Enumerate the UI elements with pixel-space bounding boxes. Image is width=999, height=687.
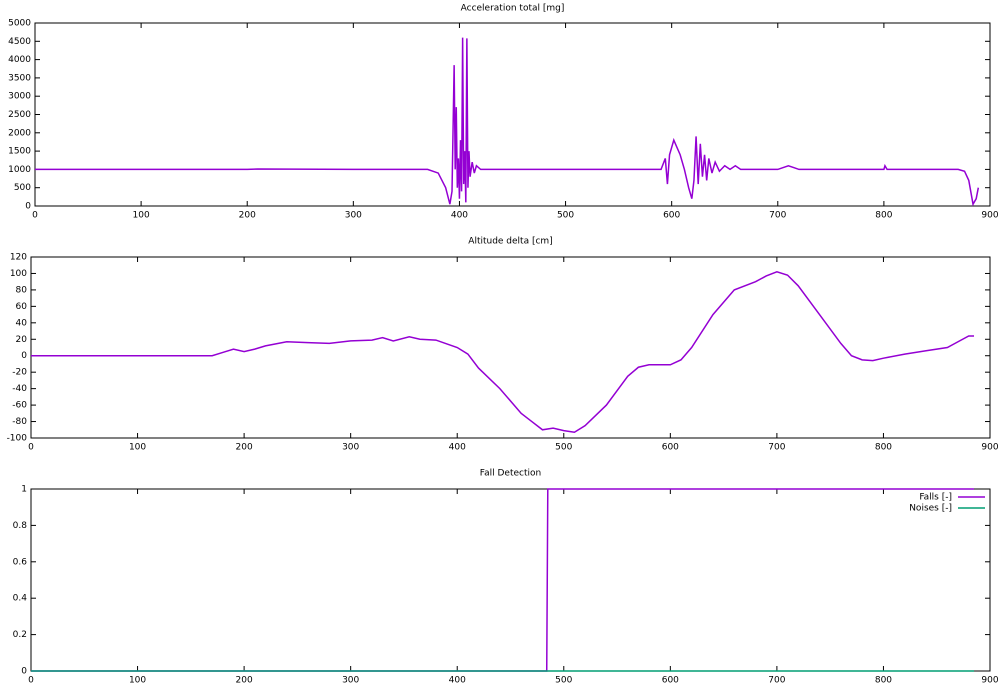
y-tick-label: 100 [10, 269, 27, 279]
y-tick-label: 500 [14, 183, 31, 193]
chart-title: Acceleration total [mg] [461, 4, 565, 14]
plot-frame [34, 22, 991, 207]
x-tick-label: 500 [557, 211, 574, 221]
x-tick-label: 900 [981, 443, 998, 453]
y-tick-label: 0.4 [13, 594, 28, 604]
legend-label: Noises [-] [909, 504, 952, 514]
y-tick-label: 5000 [8, 19, 31, 29]
x-tick-label: 900 [981, 676, 998, 686]
x-tick-label: 700 [769, 211, 786, 221]
data-line [31, 271, 975, 434]
data-line [31, 488, 975, 672]
data-line [35, 37, 980, 207]
y-tick-label: 80 [16, 285, 28, 295]
x-tick-label: 800 [875, 443, 892, 453]
y-tick-label: -40 [12, 384, 27, 394]
y-tick-label: 4500 [8, 37, 31, 47]
y-tick-label: 3000 [8, 92, 31, 102]
plot-frame [30, 256, 991, 439]
x-tick-label: 500 [555, 676, 572, 686]
chart-title: Fall Detection [480, 469, 541, 479]
y-tick-label: 1000 [8, 165, 31, 175]
y-tick-label: 0 [25, 202, 31, 212]
y-tick-label: 120 [10, 253, 27, 263]
plot-frame [30, 488, 991, 672]
x-tick-label: 400 [451, 211, 468, 221]
y-tick-label: 1500 [8, 147, 31, 157]
y-tick-label: 1 [21, 485, 27, 495]
x-tick-label: 500 [555, 443, 572, 453]
x-tick-label: 0 [28, 676, 34, 686]
y-tick-label: 2500 [8, 110, 31, 120]
x-tick-label: 400 [449, 443, 466, 453]
y-tick-label: 4000 [8, 55, 31, 65]
y-tick-label: 3500 [8, 73, 31, 83]
x-tick-label: 100 [129, 443, 146, 453]
x-tick-label: 900 [981, 211, 998, 221]
x-tick-label: 600 [662, 676, 679, 686]
y-tick-label: 0.2 [13, 630, 27, 640]
y-tick-label: -20 [12, 368, 27, 378]
x-tick-label: 100 [129, 676, 146, 686]
x-tick-label: 200 [236, 443, 253, 453]
x-tick-label: 600 [663, 211, 680, 221]
legend-label: Falls [-] [919, 493, 952, 503]
x-tick-label: 700 [768, 676, 785, 686]
x-tick-label: 100 [133, 211, 150, 221]
x-tick-label: 400 [449, 676, 466, 686]
x-tick-label: 800 [875, 676, 892, 686]
x-tick-label: 800 [875, 211, 892, 221]
x-tick-label: 700 [768, 443, 785, 453]
y-tick-label: -60 [12, 401, 27, 411]
x-tick-label: 200 [236, 676, 253, 686]
x-tick-label: 0 [32, 211, 38, 221]
x-tick-label: 300 [342, 676, 359, 686]
y-tick-label: 0.8 [13, 521, 28, 531]
x-tick-label: 0 [28, 443, 34, 453]
y-tick-label: 40 [16, 318, 28, 328]
y-tick-label: 60 [16, 302, 28, 312]
y-tick-label: 20 [16, 335, 28, 345]
x-tick-label: 300 [345, 211, 362, 221]
x-tick-label: 300 [342, 443, 359, 453]
chart-title: Altitude delta [cm] [468, 237, 552, 247]
y-tick-label: -100 [7, 434, 28, 444]
y-tick-label: 0 [21, 351, 27, 361]
y-tick-label: 0 [21, 667, 27, 677]
y-tick-label: 2000 [8, 128, 31, 138]
x-tick-label: 600 [662, 443, 679, 453]
y-tick-label: -80 [12, 417, 27, 427]
x-tick-label: 200 [239, 211, 256, 221]
y-tick-label: 0.6 [13, 557, 28, 567]
